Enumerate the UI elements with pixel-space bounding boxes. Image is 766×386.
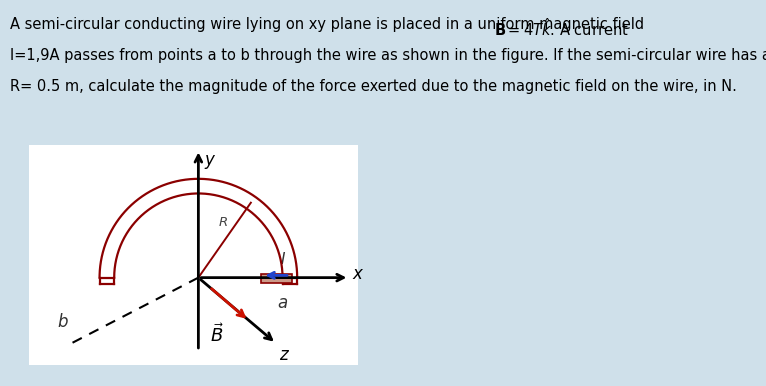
Text: $\mathbf{B} = 4T\hat{k}$. A current: $\mathbf{B} = 4T\hat{k}$. A current [494, 17, 629, 39]
Text: y: y [205, 151, 214, 169]
Text: I: I [280, 252, 285, 267]
Text: R: R [218, 216, 228, 229]
Text: a: a [277, 294, 288, 312]
Text: z: z [279, 346, 288, 364]
Bar [260, 274, 292, 283]
Text: A semi-circular conducting wire lying on xy plane is placed in a uniform magneti: A semi-circular conducting wire lying on… [10, 17, 649, 32]
Text: $\vec{B}$: $\vec{B}$ [210, 323, 224, 346]
Text: b: b [57, 313, 68, 330]
Text: R= 0.5 m, calculate the magnitude of the force exerted due to the magnetic field: R= 0.5 m, calculate the magnitude of the… [10, 79, 737, 94]
Text: x: x [352, 265, 362, 283]
Text: I=1,9A passes from points a to b through the wire as shown in the figure. If the: I=1,9A passes from points a to b through… [10, 48, 766, 63]
